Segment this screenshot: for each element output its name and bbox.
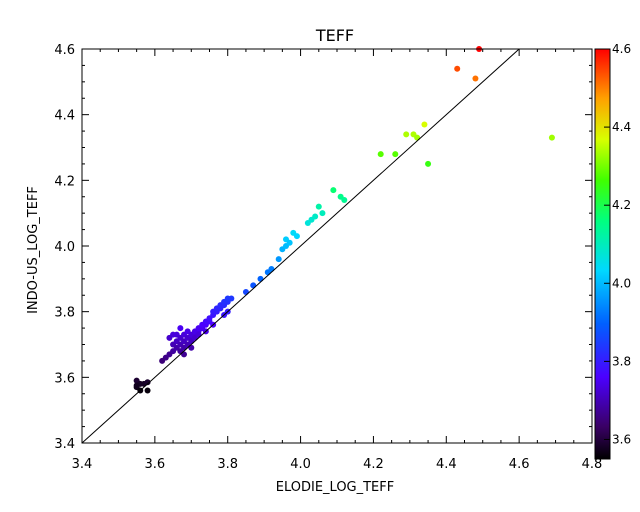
data-point — [414, 134, 421, 141]
x-tick-label: 4.6 — [509, 457, 530, 472]
x-tick-label: 4.4 — [436, 457, 457, 472]
data-point — [425, 160, 432, 167]
chart-title: TEFF — [315, 26, 354, 45]
plot-frame — [81, 48, 593, 444]
data-point — [312, 213, 319, 220]
data-point — [144, 387, 151, 394]
reference-line — [81, 48, 520, 444]
points-layer — [133, 46, 555, 394]
data-point — [454, 65, 461, 72]
data-point — [228, 295, 235, 302]
colorbar-tick-label: 4.0 — [612, 276, 631, 290]
data-point — [181, 351, 187, 358]
data-point — [242, 288, 249, 295]
y-tick-label: 4.0 — [54, 240, 75, 255]
y-tick-label: 4.2 — [54, 174, 75, 189]
data-point — [392, 151, 399, 158]
x-tick-label: 3.4 — [72, 457, 93, 472]
x-tick-label: 4.8 — [582, 457, 603, 472]
data-point — [341, 197, 348, 204]
data-point — [268, 265, 275, 272]
x-tick-label: 3.8 — [217, 457, 238, 472]
data-point — [257, 275, 264, 282]
data-point — [472, 75, 479, 82]
data-point — [250, 282, 257, 289]
y-tick-label: 4.6 — [54, 43, 75, 58]
colorbar-tick-label: 4.4 — [612, 120, 631, 134]
data-point — [170, 331, 177, 338]
data-point — [286, 239, 293, 246]
data-point — [144, 379, 151, 386]
data-point — [293, 233, 300, 240]
y-axis-title: INDO-US_LOG_TEFF — [26, 186, 41, 314]
y-tick-label: 4.4 — [54, 109, 75, 124]
y-tick-label: 3.4 — [54, 437, 75, 452]
data-point — [315, 203, 322, 210]
data-point — [330, 187, 337, 194]
x-axis: 3.4 3.6 3.8 4.0 4.2 4.4 4.6 4.8 — [72, 49, 603, 472]
data-point — [159, 357, 166, 364]
colorbar-ticks: 3.6 3.8 4.0 4.2 4.4 4.6 — [604, 42, 631, 446]
y-axis: 3.4 3.6 3.8 4.0 4.2 4.4 4.6 — [54, 43, 592, 452]
colorbar-tick-label: 4.2 — [612, 198, 631, 212]
data-point — [177, 325, 184, 332]
x-tick-label: 4.0 — [290, 457, 311, 472]
data-point — [188, 344, 195, 351]
y-tick-label: 3.8 — [54, 306, 75, 321]
data-point — [421, 121, 428, 128]
data-point — [133, 382, 140, 389]
colorbar — [595, 49, 610, 459]
data-point — [403, 131, 410, 138]
y-tick-label: 3.6 — [54, 371, 75, 386]
colorbar-tick-label: 3.6 — [612, 432, 631, 446]
x-tick-label: 3.6 — [145, 457, 166, 472]
data-point — [319, 210, 326, 217]
data-point — [195, 331, 202, 338]
data-point — [548, 134, 555, 141]
data-point — [377, 151, 384, 158]
colorbar-tick-label: 4.6 — [612, 42, 631, 56]
x-axis-title: ELODIE_LOG_TEFF — [276, 480, 394, 495]
colorbar-tick-label: 3.8 — [612, 354, 631, 368]
colorbar-frame — [594, 48, 611, 460]
x-tick-label: 4.2 — [363, 457, 384, 472]
data-point — [275, 256, 282, 263]
